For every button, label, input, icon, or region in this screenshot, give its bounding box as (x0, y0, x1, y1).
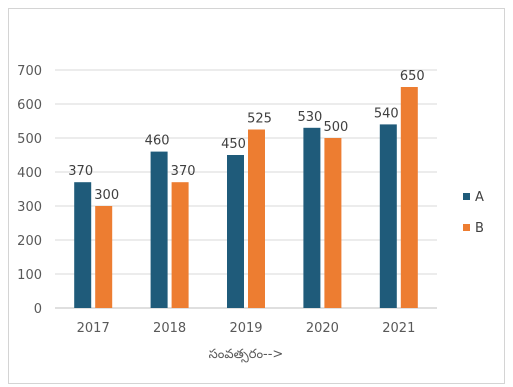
y-tick-label: 600 (17, 98, 42, 113)
bar-a-2017 (74, 182, 92, 308)
data-label-b-2019: 525 (247, 112, 272, 127)
chart-frame (8, 8, 505, 384)
legend-label-b: B (475, 221, 484, 236)
legend-swatch-a (463, 193, 470, 200)
x-tick-label: 2021 (382, 321, 415, 336)
y-tick-label: 200 (17, 234, 42, 249)
y-tick-label: 300 (17, 200, 42, 215)
bar-b-2018 (171, 182, 189, 308)
data-label-b-2018: 370 (171, 164, 196, 179)
data-label-a-2019: 450 (221, 137, 246, 152)
legend-swatch-b (463, 224, 470, 231)
x-tick-label: 2019 (229, 321, 262, 336)
data-label-b-2017: 300 (94, 188, 119, 203)
bar-b-2019 (248, 129, 265, 308)
x-axis-ticks: 2017 2018 2019 2020 2021 (77, 321, 416, 336)
x-axis-title: సంవత్సరం--> (209, 347, 284, 363)
data-label-a-2018: 460 (145, 134, 170, 149)
bar-a-2020 (303, 127, 321, 308)
bar-a-2018 (150, 151, 168, 308)
y-axis-ticks: 0 100 200 300 400 500 600 700 (17, 64, 42, 317)
y-tick-label: 100 (17, 268, 42, 283)
x-tick-label: 2018 (153, 321, 186, 336)
bar-b-2021 (400, 87, 418, 308)
data-label-a-2017: 370 (68, 164, 93, 179)
data-label-b-2021: 650 (400, 69, 425, 84)
x-tick-label: 2017 (77, 321, 110, 336)
data-label-a-2020: 530 (297, 110, 322, 125)
x-tick-label: 2020 (306, 321, 339, 336)
y-tick-label: 400 (17, 166, 42, 181)
bar-a-2019 (227, 155, 244, 308)
bar-a-2021 (379, 124, 397, 309)
legend-label-a: A (475, 190, 484, 205)
y-tick-label: 0 (34, 302, 42, 317)
grid-lines (55, 69, 437, 309)
y-tick-label: 500 (17, 132, 42, 147)
data-label-a-2021: 540 (374, 106, 399, 121)
bar-b-2020 (324, 138, 342, 308)
y-tick-label: 700 (17, 64, 42, 79)
bars (74, 87, 418, 309)
legend: AB (463, 190, 484, 236)
data-label-b-2020: 500 (323, 120, 348, 135)
bar-b-2017 (95, 206, 113, 308)
